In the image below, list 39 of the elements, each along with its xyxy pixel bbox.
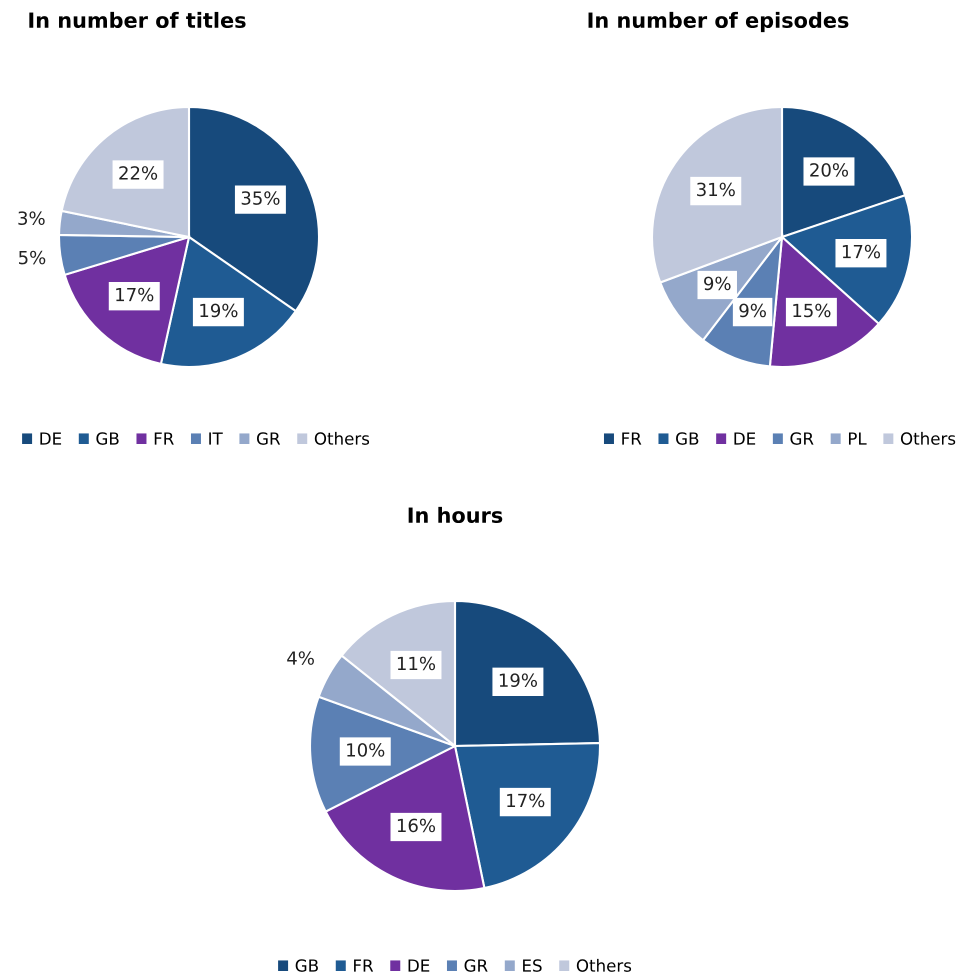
data-label: 5%: [19, 250, 46, 264]
data-label: 9%: [739, 304, 766, 318]
data-label: 31%: [697, 182, 735, 196]
chart-title: In number of episodes: [588, 12, 848, 32]
data-label: 15%: [793, 304, 830, 318]
legend-label: GR: [790, 432, 814, 445]
data-label: 9%: [704, 276, 731, 290]
legend-label: DE: [408, 959, 430, 972]
data-label: 22%: [119, 166, 158, 180]
legend-label: DE: [40, 432, 62, 445]
data-label: 19%: [500, 673, 537, 688]
legend-label: ES: [523, 959, 542, 972]
data-label: 19%: [200, 304, 238, 318]
legend-label: GR: [257, 432, 280, 445]
legend-label: DE: [734, 432, 756, 445]
data-label: 11%: [398, 656, 436, 670]
data-label: 35%: [242, 191, 280, 205]
legend-label: Others: [900, 432, 956, 445]
legend-label: IT: [209, 432, 223, 445]
data-label: 16%: [398, 818, 436, 832]
legend-label: GR: [464, 959, 488, 972]
legend-label: FR: [622, 432, 642, 445]
data-label: 17%: [116, 288, 154, 302]
data-label: 17%: [507, 794, 544, 808]
data-label: 4%: [287, 651, 314, 665]
data-label: 3%: [18, 211, 45, 226]
legend-label: FR: [154, 432, 174, 445]
legend-label: GB: [676, 432, 698, 445]
data-label: 20%: [810, 163, 848, 177]
legend-label: GB: [96, 432, 119, 445]
legend-label: GB: [296, 959, 318, 972]
chart-title: In number of titles: [29, 12, 246, 28]
legend-label: PL: [848, 432, 867, 445]
legend-label: Others: [576, 958, 632, 972]
legend-label: Others: [314, 432, 370, 445]
data-label: 17%: [842, 244, 880, 258]
legend-label: FR: [354, 959, 374, 972]
chart-title: In hours: [408, 506, 502, 524]
data-label: 10%: [347, 743, 384, 757]
